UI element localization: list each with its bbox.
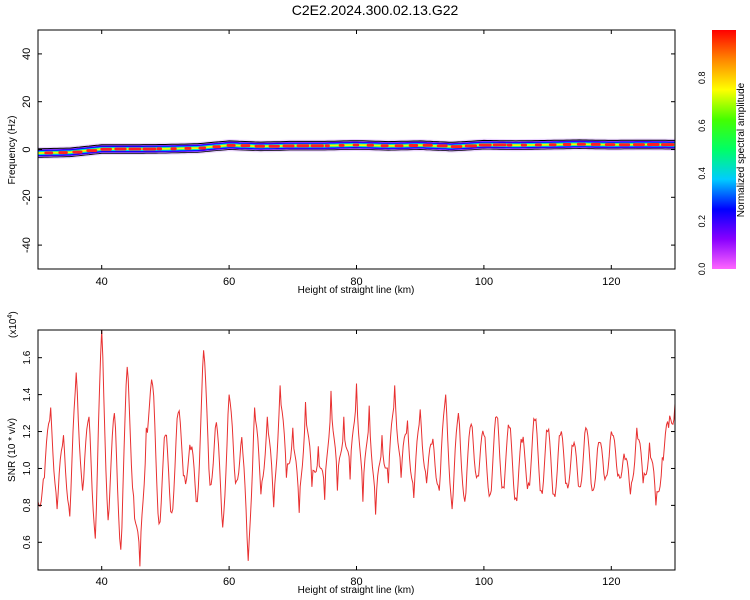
snr-multiplier: (x104) (7, 311, 19, 338)
spectrogram-marks (38, 138, 675, 160)
snr-y-label: SNR (10 * v/v) (7, 418, 18, 482)
spectrogram-y-tick-label: 0 (21, 146, 33, 152)
spectrogram-hotspot (548, 143, 557, 147)
spectrogram-y-ticks: -40 -20 0 20 40 (21, 48, 675, 253)
spectrogram-y-tick-label: 20 (21, 96, 33, 108)
spectrogram-hotspot (254, 144, 265, 148)
spectrogram-hotspot (492, 143, 507, 147)
spectrogram-hotspot (464, 144, 477, 148)
snr-panel: 40 60 80 100 120 0.6 0.8 1.0 1.2 1.4 1.6 (x104) S… (7, 311, 676, 596)
snr-x-tick-label: 120 (602, 576, 620, 588)
spectrogram-hotspot (590, 142, 601, 146)
snr-x-label: Height of straight line (km) (298, 585, 415, 596)
snr-x-tick-label: 40 (96, 576, 108, 588)
snr-x-tick-label: 60 (223, 576, 235, 588)
spectrogram-hotspot (44, 151, 54, 155)
snr-multiplier-base: (x10 (8, 318, 19, 338)
spectrogram-hotspot (310, 144, 324, 148)
colorbar-label: Normalized spectral amplitude (736, 82, 747, 217)
snr-series-line (38, 330, 675, 567)
spectrogram-hotspot (520, 143, 527, 147)
spectrogram-hotspot (324, 144, 330, 148)
spectrogram-y-tick-label: -40 (21, 237, 33, 253)
spectrogram-lower-bound-line (38, 148, 675, 158)
spectrogram-hotspot (450, 145, 463, 149)
spectrogram-hotspot (618, 143, 631, 147)
spectrogram-x-tick-label: 100 (475, 276, 493, 288)
spectrogram-x-tick-label: 40 (96, 276, 108, 288)
spectrogram-upper-bound-line (38, 139, 675, 150)
snr-y-tick-label: 0.8 (22, 498, 33, 512)
spectrogram-hotspot (352, 143, 360, 147)
spectrogram-hotspot (72, 150, 83, 154)
spectrogram-hotspot (282, 144, 295, 148)
colorbar-gradient (712, 30, 736, 269)
snr-x-tick-label: 80 (350, 576, 362, 588)
colorbar: 0.0 0.2 0.4 0.6 0.8 Normalized spectral ampl… (697, 30, 747, 275)
snr-y-tick-label: 1.4 (22, 387, 33, 401)
spectrogram-y-tick-label: -20 (21, 189, 33, 205)
spectrogram-hotspot (170, 147, 177, 151)
spectrogram-hotspot (604, 143, 616, 147)
snr-plot-area (38, 330, 675, 570)
spectrogram-hotspot (394, 144, 404, 148)
spectrogram-hotspot (661, 143, 675, 147)
spectrogram-x-tick-label: 120 (602, 276, 620, 288)
colorbar-tick-label: 0.2 (697, 215, 707, 228)
colorbar-tick-label: 0.4 (697, 167, 707, 180)
colorbar-tick-label: 0.8 (697, 72, 707, 85)
spectrogram-hotspot (408, 144, 419, 147)
spectrogram-x-tick-label: 60 (223, 276, 235, 288)
snr-y-tick-label: 1.2 (22, 424, 33, 438)
snr-multiplier-exp: 4 (7, 315, 14, 319)
snr-y-tick-label: 1.6 (22, 350, 33, 364)
spectrogram-y-label: Frequency (Hz) (7, 116, 18, 185)
spectrogram-hotspot (142, 147, 157, 151)
spectrogram-hotspot (114, 147, 127, 151)
snr-marks (38, 330, 675, 567)
spectrogram-hotspot (156, 147, 162, 151)
spectrogram-hotspot (58, 151, 68, 155)
snr-x-tick-label: 100 (475, 576, 493, 588)
spectrogram-x-label: Height of straight line (km) (298, 285, 415, 296)
spectrogram-hotspot (128, 147, 142, 151)
spectrogram-hotspot (296, 144, 310, 148)
spectrogram-hotspot (100, 147, 112, 151)
snr-multiplier-close: ) (8, 311, 19, 314)
spectrogram-hotspot (184, 146, 192, 150)
spectrogram-hotspot (534, 143, 542, 147)
figure-title: C2E2.2024.300.02.13.G22 (292, 2, 459, 18)
snr-y-tick-label: 0.6 (22, 535, 33, 549)
snr-y-ticks: 0.6 0.8 1.0 1.2 1.4 1.6 (22, 350, 675, 549)
spectrogram-hotspot (478, 143, 492, 147)
spectrogram-hotspot (198, 146, 207, 150)
spectrogram-hotspot (562, 143, 572, 146)
colorbar-tick-label: 0.6 (697, 119, 707, 132)
spectrogram-panel: 40 60 80 100 120 -40 -20 0 20 40 Height of strai… (7, 29, 676, 296)
spectrogram-hotspot (240, 144, 251, 148)
spectrogram-hotspot (86, 149, 98, 153)
spectrogram-x-ticks: 40 60 80 100 120 (96, 30, 620, 288)
colorbar-tick-label: 0.0 (697, 263, 707, 276)
colorbar-ticks: 0.0 0.2 0.4 0.6 0.8 (697, 72, 707, 276)
spectrogram-x-tick-label: 80 (350, 276, 362, 288)
spectrogram-y-tick-label: 40 (21, 48, 33, 60)
spectrogram-hotspot (366, 143, 374, 147)
snr-y-tick-label: 1.0 (22, 461, 33, 475)
spectrogram-hotspot (338, 143, 345, 147)
spectrogram-hotspot (380, 144, 389, 148)
spectrogram-hotspot (212, 145, 221, 149)
spectrogram-hotspot (647, 143, 660, 146)
spectrogram-hotspot (506, 143, 513, 147)
spectrogram-hotspot (268, 144, 280, 148)
spectrogram-hotspot (226, 143, 236, 147)
spectrogram-hotspot (422, 143, 433, 147)
spectrogram-hotspot (436, 144, 448, 148)
snr-x-ticks: 40 60 80 100 120 (96, 330, 620, 588)
spectrogram-hotspot (633, 143, 645, 147)
spectrogram-hotspot (576, 142, 586, 146)
